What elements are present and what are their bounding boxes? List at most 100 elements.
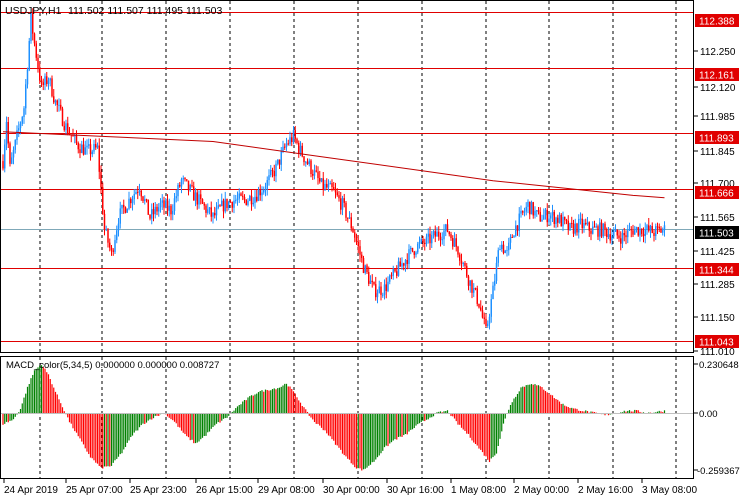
macd-bar [572,408,575,413]
macd-bar [40,365,43,413]
candle-body [460,260,463,264]
candle-body [152,209,155,215]
macd-bar [511,402,513,413]
candle-body [25,84,27,109]
candle-body [254,196,256,203]
candle-body [361,254,363,259]
macd-bar [446,410,449,413]
candle-body [439,236,442,240]
candle-body [30,13,32,42]
candle-body [539,211,541,222]
candle-body [320,178,323,182]
candle-body [579,218,582,220]
candle-body [410,247,412,250]
candle-body [389,275,391,282]
macd-bar [579,410,582,413]
macd-bar [382,413,384,451]
macd-bar [91,413,93,459]
macd-bar [149,413,151,420]
macd-bar [53,387,55,413]
candle-body [541,219,543,222]
candle-body [366,265,368,273]
candle-body [172,210,174,215]
candle-body [107,229,109,243]
candle-body [147,199,149,215]
macd-bar [504,413,506,419]
macd-bar [404,413,407,434]
candle-body [124,207,127,213]
level-tag-bg [695,68,739,81]
macd-indicator-label: MACD_color(5,34,5) 0.000000 0.000000 0.0… [6,360,219,371]
candle-body [515,225,517,236]
candle-body [413,251,415,255]
macd-bar [411,413,414,430]
candle-body [140,190,142,197]
macd-bar [119,413,121,455]
candle-body [490,299,492,317]
candle-body [82,144,85,155]
macd-bar [389,413,391,444]
candle-body [173,198,176,211]
macd-bar [590,411,592,413]
candle-body [585,223,587,225]
candle-body [529,201,531,215]
macd-bar [469,413,471,438]
candle-body [263,189,265,193]
candle-body [126,208,128,213]
candle-body [569,222,571,231]
candle-body [196,192,198,205]
candle-body [40,80,43,83]
macd-bar [544,390,547,413]
candle-body [14,140,16,150]
candle-body [256,196,258,201]
candle-body [362,258,365,273]
macd-bar [361,413,363,471]
macd-bar [537,385,540,413]
macd-bar [200,413,202,440]
candle-body [567,220,569,231]
candle-body [523,211,526,213]
candle-body [189,185,191,191]
macd-bar [396,413,398,440]
macd-bar [184,413,186,435]
macd-bar [210,413,212,429]
macd-bar [268,390,270,413]
macd-bar [203,413,205,436]
candle-body [268,175,270,181]
macd-bar [495,413,498,454]
macd-bar [289,386,291,413]
candle-body [627,230,629,238]
candle-body [373,281,375,285]
candle-body [249,195,251,201]
macd-bar [240,404,242,413]
candle-body [396,271,398,276]
macd-bar [478,413,480,449]
macd-bar [604,413,606,416]
candle-body [616,229,618,236]
candle-body [382,294,384,296]
macd-bar [567,406,569,413]
candle-body [224,198,226,212]
macd-bar [415,413,417,426]
candle-body [453,238,456,247]
macd-bar [187,413,190,438]
candle-body [348,217,351,219]
macd-bar [259,390,261,413]
candle-body [613,231,615,237]
candle-body [186,179,188,181]
candle-body [243,196,246,200]
macd-bar [551,395,554,413]
price-tick-label: 111.985 [700,112,735,123]
candle-body [504,250,506,254]
macd-bar [196,413,198,443]
macd-bar [243,399,246,413]
candle-body [275,163,277,177]
macd-bar [263,391,265,413]
candle-body [84,147,86,155]
candle-body [634,229,636,235]
macd-bar [331,413,333,440]
candle-body [401,263,403,267]
macd-bar [79,413,81,439]
candle-body [191,185,193,187]
